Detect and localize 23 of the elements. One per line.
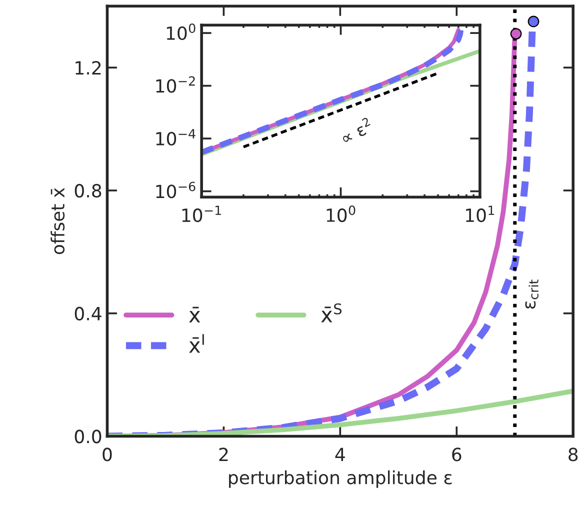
legend-label: x̄$^{I}$ — [189, 334, 204, 353]
legend-label: x̄ — [189, 306, 200, 322]
annotation: ∝ ε$^{2}$ — [338, 117, 374, 145]
y-tick-label: 0.8 — [74, 184, 102, 198]
y-tick-label: 1.2 — [76, 61, 101, 74]
x-axis-title: perturbation amplitude ε — [229, 470, 452, 488]
y-tick-label: 10$^{−2}$ — [156, 76, 195, 93]
x-tick-label: 6 — [452, 448, 462, 462]
y-tick-label: 10$^{−4}$ — [156, 129, 196, 146]
x-tick-label: 10$^{0}$ — [326, 206, 356, 222]
x-tick-label: 10$^{−1}$ — [182, 206, 221, 222]
x-tick-label: 0 — [102, 448, 112, 462]
y-tick-label: 0.0 — [74, 430, 102, 444]
ref-line-label: ε$_{crit}$ — [525, 280, 539, 309]
x-tick-label: 2 — [219, 448, 228, 462]
x-tick-label: 10$^{1}$ — [466, 206, 494, 222]
y-tick-label: 10$^{−6}$ — [156, 182, 196, 198]
x-tick-label: 4 — [335, 448, 345, 462]
y-tick-label: 10$^{0}$ — [166, 23, 196, 40]
y-tick-label: 0.4 — [74, 306, 102, 320]
legend-label: x̄$^{S}$ — [321, 303, 342, 322]
y-axis-title: offset x̄ — [50, 188, 65, 254]
x-tick-label: 8 — [568, 448, 578, 462]
